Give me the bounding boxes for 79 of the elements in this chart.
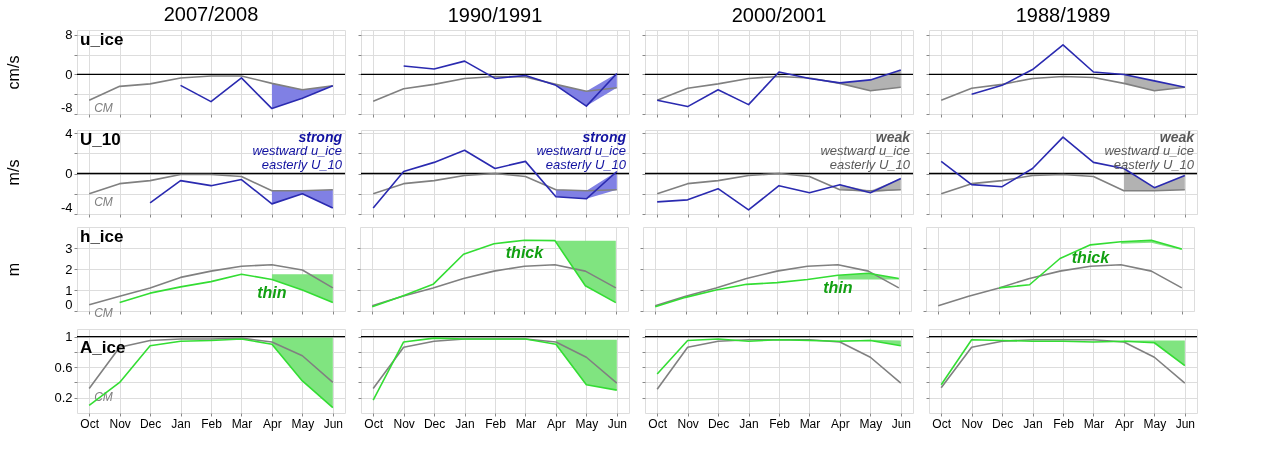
annotation: A_ice [80,337,126,357]
annotation: h_ice [80,227,124,246]
x-tick-label: Dec [423,416,446,431]
y-tick-label: -8 [60,99,73,115]
x-tick-label: Nov [109,416,131,431]
x-tick-label: Dec [991,416,1014,431]
y-tick-label: 0.6 [54,359,73,375]
x-tick-label: Apr [263,416,282,431]
x-tick-label: Jan [455,416,475,431]
annotation: u_ice [80,30,124,49]
x-tick-label: Oct [364,416,384,431]
x-tick-label: Nov [677,416,699,431]
x-tick-label: Jun [1175,416,1195,431]
y-axis-title: m [4,262,22,277]
x-tick-label: Apr [831,416,850,431]
x-tick-label: Oct [648,416,668,431]
x-tick-label: Jun [323,416,343,431]
x-tick-label: Oct [80,416,100,431]
x-tick-label: Feb [485,416,507,431]
annotation: westward u_ice [252,143,342,158]
annotation: strong [582,129,627,145]
annotation: easterly U_10 [261,157,343,172]
x-tick-label: Mar [799,416,821,431]
y-tick-label: 0 [65,166,73,182]
annotation: westward u_ice [536,143,626,158]
y-tick-label: 8 [65,27,73,43]
x-tick-label: Feb [201,416,223,431]
y-tick-label: 0.2 [54,390,73,406]
x-tick-label: May [291,416,315,431]
y-tick-label: 2 [65,261,73,277]
annotation: weak [875,129,912,145]
y-tick-label: 0 [65,66,73,82]
annotation: easterly U_10 [545,157,627,172]
x-tick-label: Oct [932,416,952,431]
y-tick-label: 1 [65,329,73,345]
text: CM [94,101,113,116]
annotation: thick [1071,248,1111,266]
x-tick-label: Apr [1115,416,1134,431]
annotation: thick [505,244,545,262]
y-tick-label: 4 [65,125,73,141]
x-tick-label: Nov [393,416,415,431]
x-tick-label: Jan [739,416,759,431]
x-tick-label: Dec [139,416,162,431]
x-tick-label: May [575,416,599,431]
x-tick-label: Mar [1083,416,1105,431]
x-tick-label: Feb [1053,416,1075,431]
y-axis-title: cm/s [4,55,22,90]
y-axis-title: m/s [4,159,22,186]
y-tick-label: 3 [65,240,73,256]
x-tick-label: Feb [769,416,791,431]
x-tick-label: Nov [961,416,983,431]
y-tick-label: 0 [65,296,73,312]
chart-title: 2000/2001 [731,4,827,26]
annotation: thin [257,283,287,301]
x-tick-label: May [1143,416,1167,431]
legend-label: CM [94,194,113,209]
x-tick-label: May [859,416,883,431]
annotation: easterly U_10 [829,157,911,172]
x-tick-label: Mar [231,416,253,431]
y-tick-label: -4 [60,199,73,215]
annotation: thin [823,279,853,297]
chart-title: 1990/1991 [447,4,543,26]
x-tick-label: Jun [607,416,627,431]
x-tick-label: Jan [1023,416,1043,431]
x-tick-label: Jan [171,416,191,431]
annotation: weak [1159,129,1196,145]
x-tick-label: Jun [891,416,911,431]
x-tick-label: Dec [707,416,730,431]
annotation: strong [298,129,343,145]
legend-label: CM [94,305,113,320]
annotation: easterly U_10 [1113,157,1195,172]
annotation: U_10 [80,130,121,149]
chart-title: 1988/1989 [1015,4,1111,26]
chart-title: 2007/2008 [163,2,259,25]
annotation: westward u_ice [1104,143,1194,158]
annotation: westward u_ice [820,143,910,158]
y-tick-label: 1 [65,282,73,298]
x-tick-label: Apr [547,416,566,431]
x-tick-label: Mar [515,416,537,431]
